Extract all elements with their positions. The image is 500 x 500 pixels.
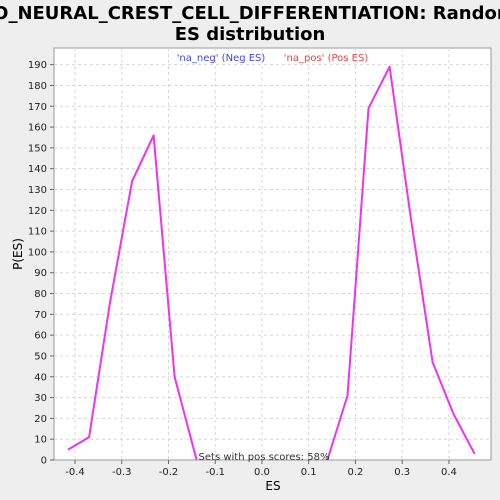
y-tick-label-80: 80 bbox=[34, 289, 47, 300]
series-line-neg bbox=[67, 134, 198, 461]
y-tick-label-100: 100 bbox=[28, 247, 47, 258]
y-tick-label-150: 150 bbox=[28, 143, 47, 154]
series-line-pos bbox=[326, 65, 476, 461]
y-tick-label-70: 70 bbox=[34, 310, 47, 321]
y-tick-label-190: 190 bbox=[28, 60, 47, 71]
chart-title-line1: GO_NEURAL_CREST_CELL_DIFFERENTIATION: Ra… bbox=[0, 3, 500, 24]
y-tick-label-130: 130 bbox=[28, 185, 47, 196]
y-tick-label-90: 90 bbox=[34, 268, 47, 279]
y-tick-label-120: 120 bbox=[28, 206, 47, 217]
plot-area bbox=[53, 47, 492, 461]
x-tick-label-0: -0.4 bbox=[65, 467, 85, 478]
y-tick-label-20: 20 bbox=[34, 414, 47, 425]
y-tick-label-10: 10 bbox=[34, 435, 47, 446]
series-lines bbox=[67, 65, 476, 461]
y-tick-label-30: 30 bbox=[34, 393, 47, 404]
y-tick-label-180: 180 bbox=[28, 81, 47, 92]
x-tick-label-8: 0.4 bbox=[441, 467, 457, 478]
x-tick-label-5: 0.1 bbox=[301, 467, 317, 478]
y-tick-label-40: 40 bbox=[34, 372, 47, 383]
x-ticks: -0.4 -0.3 -0.2 -0.1 0.0 0.1 0.2 0.3 0.4 bbox=[65, 460, 457, 478]
x-axis-label: ES bbox=[265, 479, 280, 493]
y-tick-label-140: 140 bbox=[28, 164, 47, 175]
y-tick-label-170: 170 bbox=[28, 102, 47, 113]
y-axis-label: P(ES) bbox=[11, 238, 25, 270]
x-tick-label-7: 0.3 bbox=[394, 467, 410, 478]
annotation-pos-scores: Sets with pos scores: 58% bbox=[199, 452, 330, 463]
y-ticks: 0 10 20 30 40 50 60 70 80 90 100 110 120 130 140 150 160… bbox=[28, 60, 54, 467]
y-tick-label-110: 110 bbox=[28, 227, 47, 238]
y-tick-label-0: 0 bbox=[41, 456, 47, 467]
y-tick-label-50: 50 bbox=[34, 351, 47, 362]
grid bbox=[54, 48, 491, 460]
y-tick-label-160: 160 bbox=[28, 123, 47, 134]
x-tick-label-6: 0.2 bbox=[348, 467, 364, 478]
x-tick-label-2: -0.2 bbox=[159, 467, 179, 478]
legend-pos: 'na_pos' (Pos ES) bbox=[284, 53, 369, 64]
chart-title-line2: ES distribution bbox=[175, 24, 326, 45]
x-tick-label-3: -0.1 bbox=[205, 467, 225, 478]
x-tick-label-4: 0.0 bbox=[254, 467, 270, 478]
x-tick-label-1: -0.3 bbox=[112, 467, 132, 478]
legend-neg: 'na_neg' (Neg ES) bbox=[177, 53, 266, 64]
y-tick-label-60: 60 bbox=[34, 331, 47, 342]
